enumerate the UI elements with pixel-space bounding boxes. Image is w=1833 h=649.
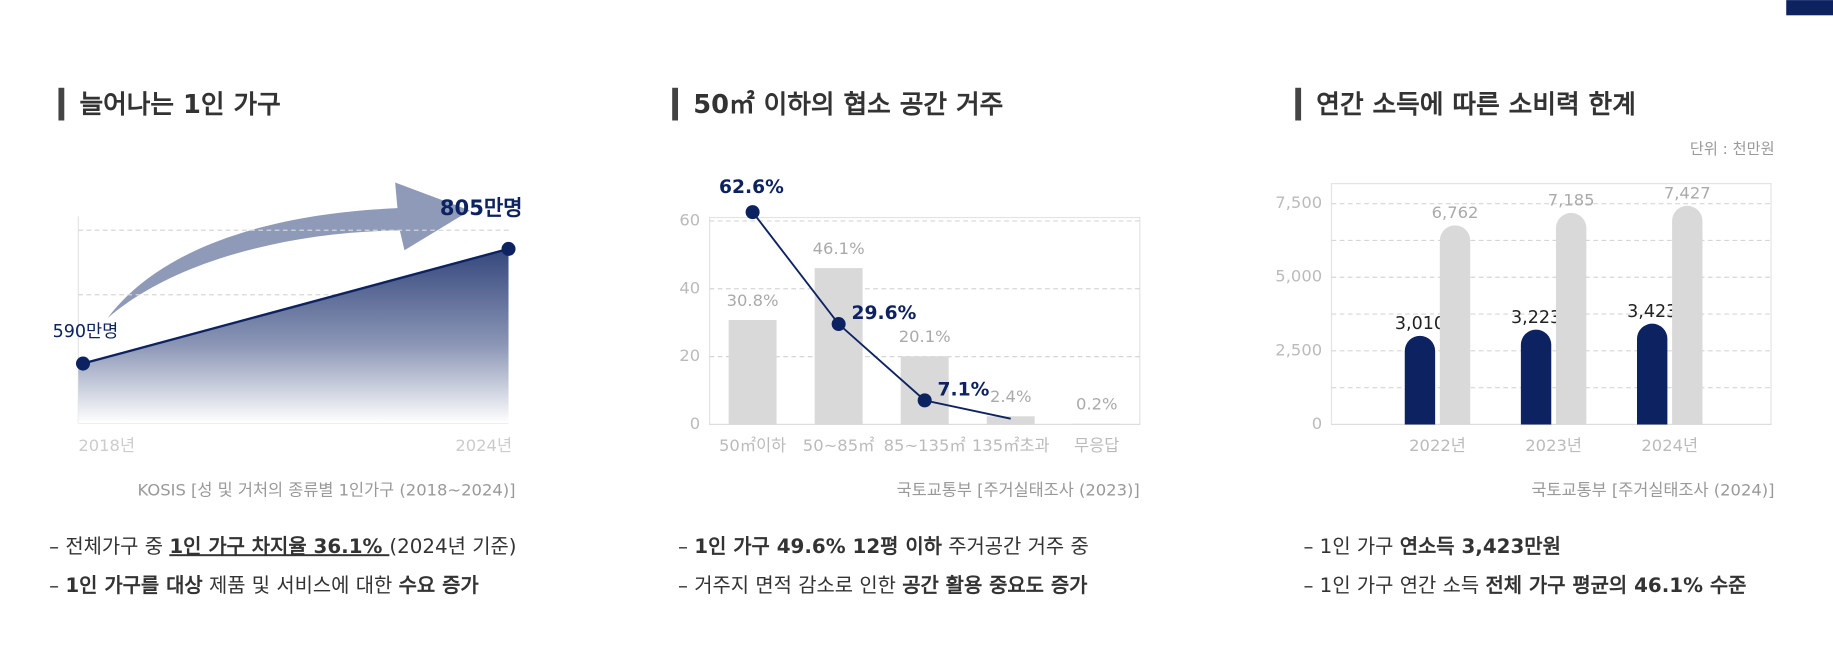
corner-tab <box>1786 0 1833 16</box>
y-tick-label: 5,000 <box>1275 267 1322 286</box>
line-point <box>745 205 760 220</box>
bar-value-label: 2.4% <box>990 387 1032 406</box>
x-tick-label: 85~135㎡ <box>884 436 966 455</box>
y-tick-label: 0 <box>690 414 700 433</box>
bar-value-label: 20.1% <box>899 327 951 346</box>
note-line: – 전체가구 중 1인 가구 차지율 36.1% (2024년 기준) <box>49 535 516 558</box>
note-segment: – 1인 가구 <box>1303 535 1399 558</box>
y-tick-label: 20 <box>679 346 700 365</box>
bar <box>986 416 1035 425</box>
note-segment: 주거공간 거주 중 <box>942 535 1089 558</box>
panel-title: 늘어나는 1인 가구 <box>79 90 280 120</box>
x-tick-label: 50㎡이하 <box>719 436 786 455</box>
title-bar <box>58 87 65 121</box>
x-tick-label: 무응답 <box>1074 436 1119 455</box>
value-label: 590만명 <box>53 322 119 342</box>
unit-label: 단위 : 천만원 <box>1690 140 1775 158</box>
data-point <box>75 356 91 371</box>
note-segment: – 1인 가구 연간 소득 <box>1303 573 1485 596</box>
note-line: – 1인 가구 49.6% 12평 이하 주거공간 거주 중 <box>678 535 1089 558</box>
line-point <box>831 317 846 332</box>
note-segment: – 거주지 면적 감소로 인한 <box>678 573 902 596</box>
x-tick-label: 2018년 <box>78 436 135 455</box>
bar <box>814 268 863 425</box>
bar-value-label: 0.2% <box>1076 395 1118 414</box>
area-fill <box>78 248 509 424</box>
note-segment: 제품 및 서비스에 대한 <box>203 573 399 596</box>
bar-value-label: 7,185 <box>1548 191 1595 210</box>
note-segment: – 전체가구 중 <box>49 535 169 558</box>
bar <box>1555 212 1587 425</box>
note-segment: 1인 가구 49.6% 12평 이하 <box>694 535 942 558</box>
bar-value-label: 30.8% <box>727 291 779 310</box>
source-label: 국토교통부 [주거실태조사 (2023)] <box>897 481 1140 500</box>
line <box>751 211 1011 420</box>
x-tick-label: 2022년 <box>1409 436 1466 455</box>
x-tick-label: 135㎡초과 <box>972 436 1050 455</box>
bar <box>1672 205 1703 425</box>
line-value-label: 62.6% <box>719 177 784 198</box>
y-tick-label: 7,500 <box>1275 193 1322 212</box>
x-tick-label: 50~85㎡ <box>803 436 875 455</box>
panel-title: 50㎡ 이하의 협소 공간 거주 <box>693 89 1003 120</box>
growth-arrow <box>107 182 470 319</box>
y-tick-label: 40 <box>679 278 700 297</box>
y-tick-label: 60 <box>679 210 700 229</box>
note-segment: 연소득 3,423만원 <box>1400 535 1561 558</box>
note-segment: – <box>678 535 694 558</box>
note-segment: (2024년 기준) <box>389 535 516 558</box>
note-segment: – <box>49 573 65 596</box>
note-segment: 1인 가구 차지율 36.1% <box>169 535 389 558</box>
data-point <box>501 241 516 256</box>
line-point <box>917 393 932 408</box>
title-bar <box>1295 87 1302 121</box>
y-tick-label: 0 <box>1312 414 1322 433</box>
y-tick-label: 2,500 <box>1275 340 1322 359</box>
x-tick-label: 2024년 <box>455 436 512 455</box>
note-segment: 전체 가구 평균의 46.1% 수준 <box>1485 573 1746 596</box>
bar <box>900 356 949 425</box>
source-label: KOSIS [성 및 거처의 종류별 1인가구 (2018~2024)] <box>138 481 516 500</box>
note-line: – 거주지 면적 감소로 인한 공간 활용 중요도 증가 <box>678 573 1088 596</box>
note-segment: 1인 가구를 대상 <box>65 573 202 596</box>
note-line: – 1인 가구를 대상 제품 및 서비스에 대한 수요 증가 <box>49 573 479 596</box>
title-bar <box>672 87 679 121</box>
bar-value-label: 3,223 <box>1511 308 1561 328</box>
bar-value-label: 3,423 <box>1627 302 1677 322</box>
x-tick-label: 2024년 <box>1641 436 1698 455</box>
note-line: – 1인 가구 연간 소득 전체 가구 평균의 46.1% 수준 <box>1303 573 1746 596</box>
line-value-label: 29.6% <box>852 303 917 324</box>
bar-value-label: 46.1% <box>813 239 865 258</box>
bar-value-label: 7,427 <box>1664 184 1711 203</box>
value-label: 805만명 <box>440 195 523 220</box>
bar-value-label: 6,762 <box>1432 203 1479 222</box>
bar <box>728 319 777 425</box>
bar <box>1072 423 1121 425</box>
bar <box>1404 335 1436 425</box>
panel-title: 연간 소득에 따른 소비력 한계 <box>1316 90 1636 120</box>
bar <box>1520 329 1552 425</box>
bar-value-label: 3,010 <box>1395 314 1445 334</box>
source-label: 국토교통부 [주거실태조사 (2024)] <box>1531 481 1774 500</box>
bar <box>1636 323 1668 425</box>
area-line <box>82 247 509 365</box>
bar <box>1439 225 1471 425</box>
note-segment: 수요 증가 <box>399 573 480 596</box>
line-value-label: 7.1% <box>938 379 990 400</box>
x-tick-label: 2023년 <box>1525 436 1582 455</box>
note-line: – 1인 가구 연소득 3,423만원 <box>1303 535 1560 558</box>
note-segment: 공간 활용 중요도 증가 <box>902 573 1088 596</box>
